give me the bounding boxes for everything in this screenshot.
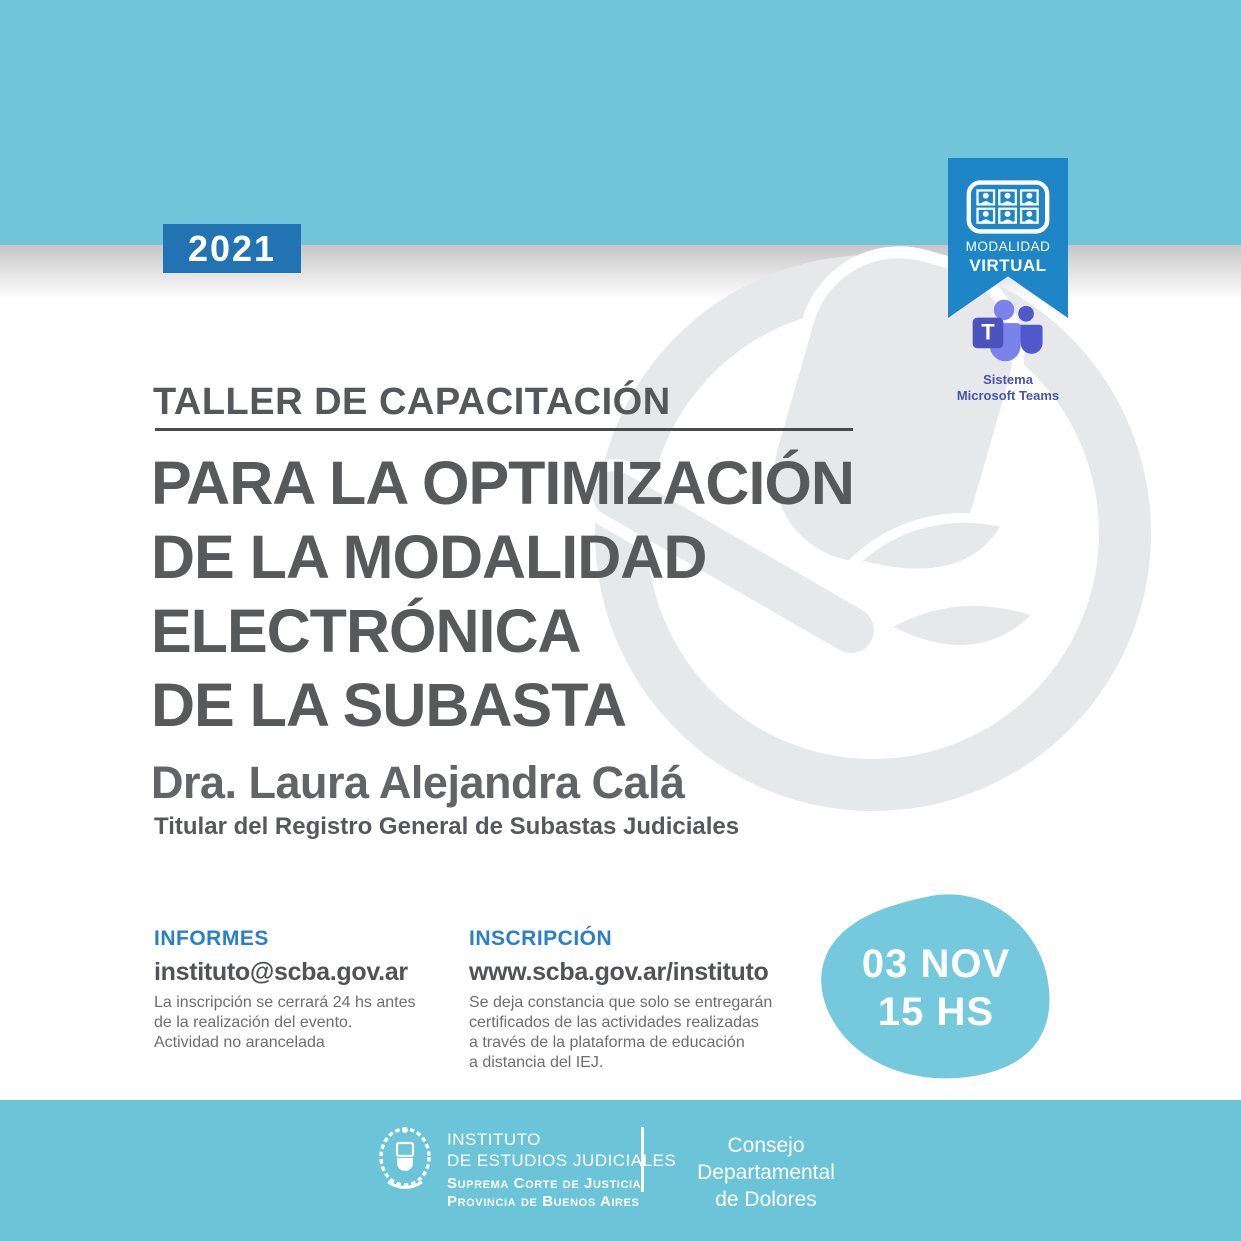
note-line: a través de la plataforma de educación [469, 1034, 745, 1051]
microsoft-teams-icon: T [972, 299, 1043, 362]
informes-section: INFORMES instituto@scba.gov.ar La inscri… [154, 927, 454, 1053]
blob-shape [821, 894, 1050, 1079]
kicker-heading: TALLER DE CAPACITACIÓN [153, 381, 671, 423]
teams-caption-line2: Microsoft Teams [956, 387, 1060, 403]
note-line: certificados de las actividades realizad… [469, 1014, 759, 1031]
year-badge: 2021 [163, 224, 301, 273]
inscripcion-notes: Se deja constancia que solo se entregará… [469, 993, 814, 1073]
video-call-grid-icon [966, 180, 1050, 234]
council-line: Departamental [697, 1161, 835, 1184]
event-title: PARA LA OPTIMIZACIÓN DE LA MODALIDAD ELE… [151, 446, 855, 742]
kicker-underline [155, 428, 853, 431]
note-line: Se deja constancia que solo se entregará… [469, 994, 773, 1011]
coat-of-arms-icon [379, 1127, 431, 1189]
council-line: Consejo [727, 1134, 805, 1157]
date-badge: 03 NOV 15 HS [806, 884, 1066, 1089]
speaker-name: Dra. Laura Alejandra Calá [151, 757, 685, 808]
note-line: La inscripción se cerrará 24 hs antes [154, 994, 416, 1011]
institute-line1: INSTITUTO [447, 1130, 541, 1149]
event-date: 03 NOV [861, 942, 1011, 986]
institute-line2: DE ESTUDIOS JUDICIALES [447, 1151, 677, 1170]
inscripcion-heading: INSCRIPCIÓN [469, 927, 613, 950]
event-time: 15 HS [877, 990, 995, 1034]
footer-band [0, 1100, 1241, 1241]
year-label: 2021 [187, 227, 277, 269]
gavel-watermark-icon [548, 245, 1192, 825]
informes-email: instituto@scba.gov.ar [154, 958, 408, 986]
title-line: DE LA MODALIDAD [151, 523, 707, 591]
svg-text:T: T [981, 320, 995, 345]
council-block: Consejo Departamental de Dolores [681, 1132, 851, 1213]
virtual-label: VIRTUAL [969, 256, 1047, 275]
note-line: de la realización del evento. [154, 1014, 353, 1031]
institute-line4: Provincia de Buenos Aires [447, 1193, 640, 1210]
teams-block: T Sistema Microsoft Teams [944, 298, 1072, 403]
teams-caption-line1: Sistema [983, 372, 1033, 387]
title-line: ELECTRÓNICA [151, 597, 582, 665]
title-line: DE LA SUBASTA [151, 671, 627, 739]
institute-block: INSTITUTO DE ESTUDIOS JUDICIALES Suprema… [447, 1129, 676, 1211]
informes-notes: La inscripción se cerrará 24 hs antes de… [154, 993, 454, 1053]
institute-line3: Suprema Corte de Justicia [447, 1175, 642, 1192]
modality-label: MODALIDAD [965, 239, 1051, 254]
note-line: a distancia del IEJ. [469, 1054, 604, 1071]
footer-divider [641, 1127, 644, 1192]
speaker-role: Titular del Registro General de Subastas… [154, 813, 740, 840]
note-line: Actividad no arancelada [154, 1034, 325, 1051]
informes-heading: INFORMES [154, 927, 269, 950]
inscripcion-section: INSCRIPCIÓN www.scba.gov.ar/instituto Se… [469, 927, 814, 1073]
inscripcion-url: www.scba.gov.ar/instituto [469, 958, 769, 986]
council-line: de Dolores [715, 1188, 817, 1211]
title-line: PARA LA OPTIMIZACIÓN [151, 449, 855, 517]
